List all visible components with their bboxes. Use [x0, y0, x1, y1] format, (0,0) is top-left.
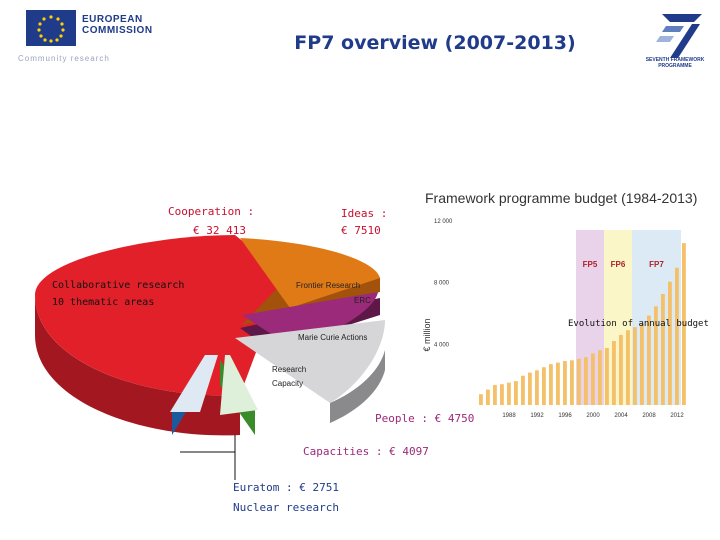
ideas-label: Ideas : — [341, 207, 388, 220]
x-tick-label: 1992 — [530, 413, 544, 419]
pie-slice-people — [242, 292, 378, 345]
band-label-fp5: FP5 — [583, 260, 598, 269]
research-capacity-label-2: Capacity — [272, 379, 304, 388]
bar-2001 — [598, 350, 602, 405]
pie-slice-capacities-side — [330, 350, 385, 423]
thematic-areas-label: 10 thematic areas — [52, 297, 155, 308]
y-tick-label: 4 000 — [434, 342, 450, 348]
bar-1998 — [577, 358, 581, 405]
x-tick-label: 2008 — [642, 413, 656, 419]
bar-2000 — [591, 353, 595, 405]
cooperation-value: € 32 413 — [193, 224, 246, 237]
budget-chart-title: Framework programme budget (1984-2013) — [425, 190, 698, 206]
bar-2012 — [675, 267, 679, 405]
bar-1985 — [486, 389, 490, 405]
eu-flag-logo — [26, 10, 76, 46]
capacities-label: Capacities : € 4097 — [303, 445, 429, 458]
bar-1999 — [584, 357, 588, 405]
bar-2013 — [682, 243, 686, 405]
bar-1991 — [528, 372, 532, 405]
page-title: FP7 overview (2007-2013) — [294, 32, 576, 54]
bar-2009 — [654, 306, 658, 405]
bar-2007 — [640, 324, 644, 405]
x-tick-label: 2004 — [614, 413, 628, 419]
bar-1994 — [549, 364, 553, 405]
bar-1988 — [507, 382, 511, 405]
bar-1993 — [542, 367, 546, 405]
nuclear-research-label: Nuclear research — [233, 501, 339, 514]
bar-2010 — [661, 294, 665, 405]
ideas-value: € 7510 — [341, 224, 381, 237]
band-label-fp7: FP7 — [649, 260, 664, 269]
pie-slice-euratom-light — [170, 355, 218, 412]
bar-2006 — [633, 327, 637, 405]
fp7-logo-text: SEVENTH FRAMEWORK PROGRAMME — [645, 57, 705, 69]
bar-1997 — [570, 360, 574, 405]
org-subtitle: Community research — [18, 54, 110, 63]
y-tick-label: 12 000 — [434, 219, 453, 225]
bar-1986 — [493, 384, 497, 405]
y-tick-label: 8 000 — [434, 281, 450, 287]
bar-1995 — [556, 362, 560, 405]
pie-slice-euratom-mint — [220, 355, 258, 415]
erc-label: ERC — [354, 296, 371, 305]
frontier-research-label: Frontier Research — [296, 281, 361, 290]
bar-2011 — [668, 281, 672, 405]
header — [0, 0, 720, 80]
band-label-fp6: FP6 — [611, 260, 626, 269]
research-capacity-label-1: Research — [272, 365, 307, 374]
bar-2003 — [612, 341, 616, 405]
bar-1987 — [500, 384, 504, 405]
x-tick-label: 1988 — [502, 413, 516, 419]
x-tick-label: 2000 — [586, 413, 600, 419]
collaborative-research-label: Collaborative research — [52, 280, 185, 291]
bar-1984 — [479, 394, 483, 405]
bar-2005 — [626, 330, 630, 405]
bar-2008 — [647, 315, 651, 405]
x-tick-label: 2012 — [670, 413, 684, 419]
pie-slice-ideas — [240, 238, 380, 308]
org-name: EUROPEAN COMMISSION — [82, 14, 153, 36]
bar-1996 — [563, 361, 567, 405]
chart-annotation: Evolution of annual budget — [568, 319, 709, 329]
pie-slice-capacities — [235, 320, 385, 403]
pie-slice-cooperation — [35, 235, 285, 396]
budget-bar-chart: FP5 FP6 FP7 12 000 8 000 4 000 1988 1992 1996 2… — [422, 219, 709, 419]
bar-2004 — [619, 334, 623, 405]
bar-2002 — [605, 347, 609, 405]
marie-curie-label: Marie Curie Actions — [298, 333, 368, 342]
cooperation-label: Cooperation : — [168, 205, 255, 218]
bar-1990 — [521, 375, 525, 405]
y-axis-label: € million — [422, 318, 432, 351]
fp7-pie-chart — [35, 235, 385, 480]
people-label: People : € 4750 — [375, 412, 475, 425]
bar-1989 — [514, 381, 518, 405]
x-tick-label: 1996 — [558, 413, 572, 419]
fp7-logo — [656, 14, 702, 58]
euratom-label: Euratom : € 2751 — [233, 481, 339, 494]
bar-1992 — [535, 370, 539, 405]
